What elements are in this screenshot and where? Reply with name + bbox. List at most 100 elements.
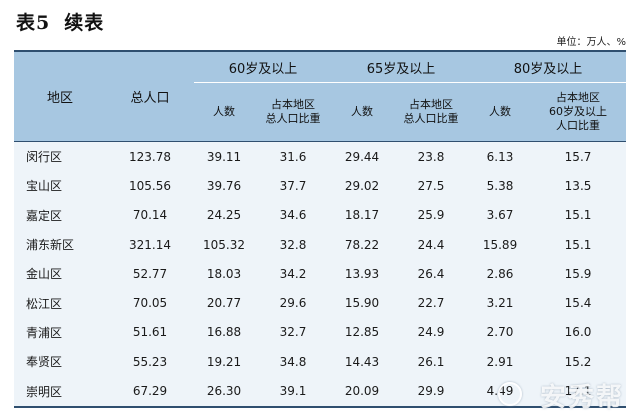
cell-a-p: 29.6 bbox=[254, 288, 333, 318]
page-title: 表5 续表 bbox=[16, 8, 104, 35]
cell-total: 70.05 bbox=[106, 288, 194, 318]
cell-a-n: 24.25 bbox=[194, 200, 254, 230]
cell-b-n: 14.43 bbox=[332, 347, 393, 377]
table-row: 崇明区 67.29 26.30 39.1 20.09 29.9 4.49 17.1 bbox=[14, 376, 627, 408]
table-row: 奉贤区 55.23 19.21 34.8 14.43 26.1 2.91 15.2 bbox=[14, 347, 627, 377]
cell-b-n: 78.22 bbox=[332, 229, 393, 260]
table-body: 闵行区 123.78 39.11 31.6 29.44 23.8 6.13 15.7 宝山区 10… bbox=[14, 141, 627, 408]
watermark-logo-icon bbox=[498, 382, 522, 406]
cell-a-n: 18.03 bbox=[194, 259, 254, 289]
header-65-count: 人数 bbox=[332, 82, 393, 142]
cell-b-n: 29.44 bbox=[332, 141, 393, 172]
cell-b-p: 27.5 bbox=[392, 171, 471, 201]
cell-c-n: 2.86 bbox=[470, 259, 531, 289]
unit-note: 单位：万人、% bbox=[556, 37, 626, 48]
table-row: 宝山区 105.56 39.76 37.7 29.02 27.5 5.38 13.5 bbox=[14, 171, 627, 201]
cell-c-p: 15.9 bbox=[530, 259, 627, 289]
cell-a-n: 19.21 bbox=[194, 347, 254, 377]
cell-b-n: 29.02 bbox=[332, 171, 393, 201]
header-60-share: 占本地区 总人口比重 bbox=[254, 82, 333, 142]
cell-region: 宝山区 bbox=[14, 171, 106, 201]
cell-b-p: 29.9 bbox=[392, 376, 471, 408]
header-region: 地区 bbox=[14, 50, 106, 142]
cell-c-p: 17.1 bbox=[530, 376, 627, 408]
cell-region: 青浦区 bbox=[14, 317, 106, 348]
cell-b-p: 24.9 bbox=[392, 317, 471, 348]
cell-a-p: 34.6 bbox=[254, 200, 333, 230]
cell-a-n: 20.77 bbox=[194, 288, 254, 318]
cell-c-p: 15.1 bbox=[530, 200, 627, 230]
cell-c-n: 2.70 bbox=[470, 317, 531, 348]
cell-b-p: 25.9 bbox=[392, 200, 471, 230]
cell-region: 浦东新区 bbox=[14, 229, 106, 260]
cell-a-n: 26.30 bbox=[194, 376, 254, 408]
cell-c-p: 15.1 bbox=[530, 229, 627, 260]
cell-region: 松江区 bbox=[14, 288, 106, 318]
cell-total: 55.23 bbox=[106, 347, 194, 377]
header-share-line1: 占本地区 bbox=[409, 98, 454, 111]
cell-b-n: 13.93 bbox=[332, 259, 393, 289]
header-80-count: 人数 bbox=[470, 82, 531, 142]
cell-region: 崇明区 bbox=[14, 376, 106, 408]
table-continued-label: 续表 bbox=[64, 12, 105, 34]
cell-c-p: 15.4 bbox=[530, 288, 627, 318]
cell-total: 123.78 bbox=[106, 141, 194, 172]
cell-b-n: 12.85 bbox=[332, 317, 393, 348]
table-number: 表5 bbox=[16, 12, 51, 34]
cell-b-n: 18.17 bbox=[332, 200, 393, 230]
header-share-line1: 占本地区 bbox=[271, 98, 315, 111]
cell-a-p: 37.7 bbox=[254, 171, 333, 201]
cell-total: 105.56 bbox=[106, 171, 194, 201]
cell-total: 321.14 bbox=[106, 229, 194, 260]
cell-c-n: 5.38 bbox=[470, 171, 531, 201]
cell-a-n: 39.11 bbox=[194, 141, 254, 172]
cell-c-n: 6.13 bbox=[470, 141, 531, 172]
watermark: 安秀帮 bbox=[539, 383, 624, 413]
data-table-container: 地区 总人口 60岁及以上 65岁及以上 80岁及以上 人数 占本地区 总人口比重… bbox=[14, 50, 627, 408]
cell-c-p: 16.0 bbox=[530, 317, 627, 348]
header-80-share: 占本地区 60岁及以上 人口比重 bbox=[530, 82, 627, 142]
table-row: 松江区 70.05 20.77 29.6 15.90 22.7 3.21 15.4 bbox=[14, 288, 627, 318]
cell-c-n: 2.91 bbox=[470, 347, 531, 377]
cell-total: 67.29 bbox=[106, 376, 194, 408]
header-group-60: 60岁及以上 bbox=[194, 50, 333, 83]
cell-a-p: 32.8 bbox=[254, 229, 333, 260]
header-share80-line2: 60岁及以上 bbox=[549, 105, 608, 118]
table-row: 嘉定区 70.14 24.25 34.6 18.17 25.9 3.67 15.1 bbox=[14, 200, 627, 230]
table-row: 浦东新区 321.14 105.32 32.8 78.22 24.4 15.89 15.1 bbox=[14, 229, 627, 260]
header-group-65: 65岁及以上 bbox=[332, 50, 471, 83]
cell-total: 52.77 bbox=[106, 259, 194, 289]
header-total: 总人口 bbox=[106, 50, 194, 142]
cell-a-p: 34.8 bbox=[254, 347, 333, 377]
cell-a-n: 39.76 bbox=[194, 171, 254, 201]
header-share-line2: 总人口比重 bbox=[265, 112, 321, 125]
cell-c-n: 15.89 bbox=[470, 229, 531, 260]
cell-b-p: 26.1 bbox=[392, 347, 471, 377]
cell-a-p: 39.1 bbox=[254, 376, 333, 408]
cell-a-p: 32.7 bbox=[254, 317, 333, 348]
table-row: 闵行区 123.78 39.11 31.6 29.44 23.8 6.13 15.7 bbox=[14, 141, 627, 172]
cell-c-n: 3.21 bbox=[470, 288, 531, 318]
cell-total: 51.61 bbox=[106, 317, 194, 348]
cell-total: 70.14 bbox=[106, 200, 194, 230]
cell-region: 奉贤区 bbox=[14, 347, 106, 377]
cell-c-p: 15.2 bbox=[530, 347, 627, 377]
table-row: 青浦区 51.61 16.88 32.7 12.85 24.9 2.70 16.0 bbox=[14, 317, 627, 348]
cell-region: 嘉定区 bbox=[14, 200, 106, 230]
cell-a-n: 16.88 bbox=[194, 317, 254, 348]
header-65-share: 占本地区 总人口比重 bbox=[392, 82, 471, 142]
cell-a-n: 105.32 bbox=[194, 229, 254, 260]
cell-b-n: 15.90 bbox=[332, 288, 393, 318]
header-group-80: 80岁及以上 bbox=[470, 50, 627, 83]
cell-b-p: 24.4 bbox=[392, 229, 471, 260]
cell-c-n: 3.67 bbox=[470, 200, 531, 230]
cell-a-p: 31.6 bbox=[254, 141, 333, 172]
cell-c-p: 15.7 bbox=[530, 141, 627, 172]
table-row: 金山区 52.77 18.03 34.2 13.93 26.4 2.86 15.9 bbox=[14, 259, 627, 289]
cell-b-p: 22.7 bbox=[392, 288, 471, 318]
header-share80-line3: 人口比重 bbox=[556, 119, 601, 132]
cell-region: 金山区 bbox=[14, 259, 106, 289]
cell-b-p: 26.4 bbox=[392, 259, 471, 289]
population-table: 地区 总人口 60岁及以上 65岁及以上 80岁及以上 人数 占本地区 总人口比重… bbox=[14, 50, 627, 408]
header-share80-line1: 占本地区 bbox=[556, 91, 601, 104]
